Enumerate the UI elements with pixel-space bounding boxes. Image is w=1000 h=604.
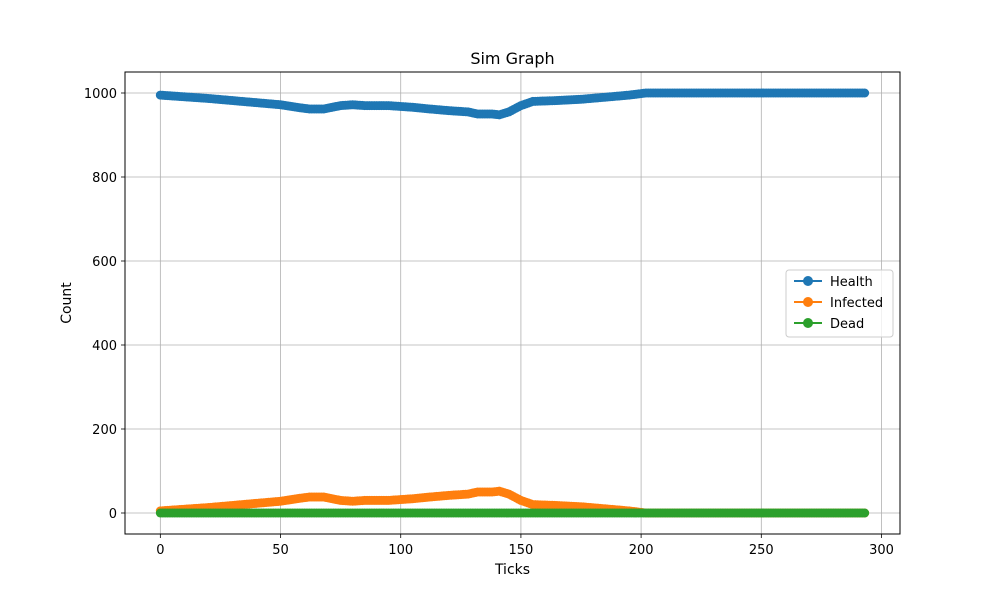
x-tick-label: 300	[869, 543, 894, 558]
x-tick-label: 200	[629, 543, 654, 558]
x-tick-label: 50	[272, 543, 289, 558]
legend-label-infected: Infected	[830, 296, 883, 311]
legend-entry-dead: Dead	[794, 317, 864, 332]
series-health	[155, 88, 870, 120]
x-axis-label: Ticks	[494, 562, 530, 578]
chart-title: Sim Graph	[470, 49, 554, 68]
y-tick-label: 1000	[84, 87, 117, 102]
x-tick-label: 100	[388, 543, 413, 558]
series-dead	[155, 508, 870, 518]
y-tick-label: 0	[109, 507, 117, 522]
legend-label-health: Health	[830, 275, 873, 290]
y-tick-label: 200	[92, 423, 117, 438]
legend-label-dead: Dead	[830, 317, 864, 332]
y-tick-label: 800	[92, 171, 117, 186]
y-tick-label: 600	[92, 255, 117, 270]
axes-frame	[124, 71, 901, 535]
legend-entry-health: Health	[794, 275, 873, 290]
legend-marker-infected	[803, 297, 813, 307]
legend-box	[785, 269, 894, 338]
x-tick-label: 150	[508, 543, 533, 558]
y-tick-label: 400	[92, 339, 117, 354]
plot-area	[125, 72, 900, 534]
legend-entry-infected: Infected	[794, 296, 883, 311]
x-tick-label: 0	[156, 543, 164, 558]
legend-marker-dead	[803, 318, 813, 328]
x-tick-label: 250	[749, 543, 774, 558]
tick-layer: 0 50 100 150 200 250 300 0 200 400 600 800 1000	[84, 87, 894, 558]
legend-marker-health	[803, 276, 813, 286]
data-point-dead	[860, 508, 870, 518]
y-axis-label: Count	[59, 282, 75, 324]
legend: Health Infected Dead	[785, 269, 894, 338]
series-layer	[155, 88, 870, 518]
data-point-health	[860, 88, 870, 98]
